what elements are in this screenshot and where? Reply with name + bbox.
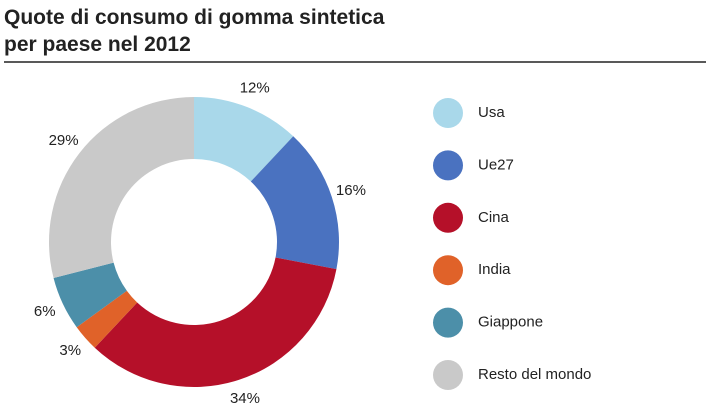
legend-swatch — [433, 255, 463, 286]
legend-swatch — [433, 202, 463, 233]
legend-label: Resto del mondo — [478, 366, 591, 383]
donut-slice — [53, 262, 127, 328]
donut-slice — [194, 97, 294, 182]
donut-slice — [76, 290, 138, 348]
donut-slice — [94, 257, 337, 387]
value-label: 6% — [34, 303, 56, 320]
legend-swatch — [433, 307, 463, 338]
donut-slice — [250, 136, 339, 270]
chart-title: Quote di consumo di gomma sintetica — [4, 6, 385, 29]
legend-label: Cina — [478, 209, 510, 226]
legend-label: Usa — [478, 104, 505, 121]
legend-swatch — [433, 150, 463, 181]
chart-title: per paese nel 2012 — [4, 33, 191, 56]
legend-label: Giappone — [478, 314, 543, 331]
legend-label: India — [478, 261, 511, 278]
legend-label: Ue27 — [478, 156, 514, 173]
legend-swatch — [433, 98, 463, 128]
value-label: 12% — [240, 80, 270, 97]
donut-slice — [48, 97, 194, 279]
value-label: 16% — [336, 182, 366, 199]
value-label: 29% — [49, 132, 79, 149]
value-label: 3% — [59, 342, 81, 359]
value-label: 34% — [230, 390, 260, 404]
legend-swatch — [433, 360, 463, 390]
